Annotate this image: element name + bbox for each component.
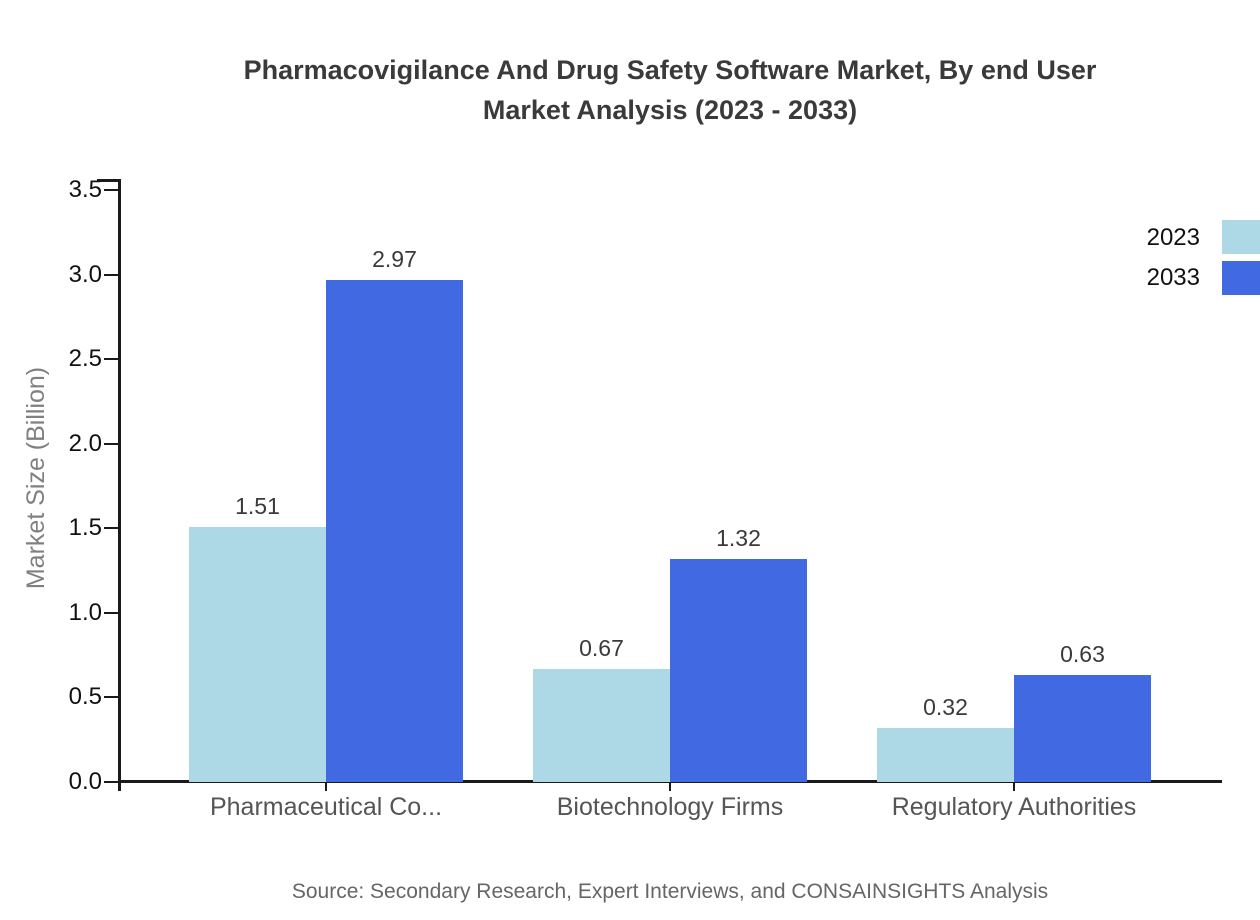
- y-tick-mark: [104, 274, 118, 276]
- x-tick-mark: [1013, 782, 1015, 791]
- category-label-0: Pharmaceutical Co...: [209, 793, 443, 821]
- bar-2023-1: [533, 669, 670, 782]
- bar-value-label: 2.97: [372, 246, 417, 272]
- y-tick-label: 2.5: [68, 345, 102, 372]
- legend-swatch-2023: [1222, 220, 1260, 254]
- bar-2033-2: [1014, 675, 1151, 782]
- y-tick-label: 0.0: [68, 768, 102, 795]
- bar-2033-1: [670, 559, 807, 782]
- legend-swatch-2033: [1222, 261, 1260, 295]
- chart-title: Pharmacovigilance And Drug Safety Softwa…: [80, 50, 1260, 130]
- legend-label-2033: 2033: [1146, 264, 1200, 291]
- y-tick-label: 1.5: [68, 514, 102, 541]
- bar-2023-2: [877, 728, 1014, 782]
- x-tick-mark: [669, 782, 671, 791]
- source-attribution: Source: Secondary Research, Expert Inter…: [291, 880, 1049, 903]
- y-tick-label: 1.0: [68, 599, 102, 626]
- bar-2023-0: [189, 527, 326, 782]
- y-tick-mark: [104, 358, 118, 360]
- y-tick-mark: [104, 189, 118, 191]
- x-tick-mark: [325, 782, 327, 791]
- y-axis-spine: [118, 180, 121, 791]
- y-tick-mark: [104, 612, 118, 614]
- y-tick-label: 0.5: [68, 683, 102, 710]
- y-tick-label: 3.0: [68, 261, 102, 288]
- y-tick-mark: [104, 443, 118, 445]
- chart-title-line-2: Market Analysis (2023 - 2033): [482, 95, 858, 125]
- y-tick-mark: [104, 696, 118, 698]
- category-label-1: Biotechnology Firms: [556, 793, 784, 821]
- y-tick-label: 3.5: [68, 176, 102, 203]
- bar-2033-0: [326, 280, 463, 782]
- bar-value-label: 1.51: [235, 493, 280, 519]
- bar-value-label: 0.67: [579, 635, 624, 661]
- category-label-2: Regulatory Authorities: [891, 793, 1137, 821]
- bar-value-label: 1.32: [716, 525, 761, 551]
- y-axis-top-cap: [97, 179, 121, 182]
- y-tick-mark: [104, 527, 118, 529]
- y-tick-label: 2.0: [68, 430, 102, 457]
- legend-label-2023: 2023: [1146, 224, 1200, 251]
- y-tick-mark: [104, 781, 118, 783]
- bar-value-label: 0.32: [923, 694, 968, 720]
- bar-value-label: 0.63: [1060, 641, 1105, 667]
- chart-title-line-1: Pharmacovigilance And Drug Safety Softwa…: [243, 55, 1097, 85]
